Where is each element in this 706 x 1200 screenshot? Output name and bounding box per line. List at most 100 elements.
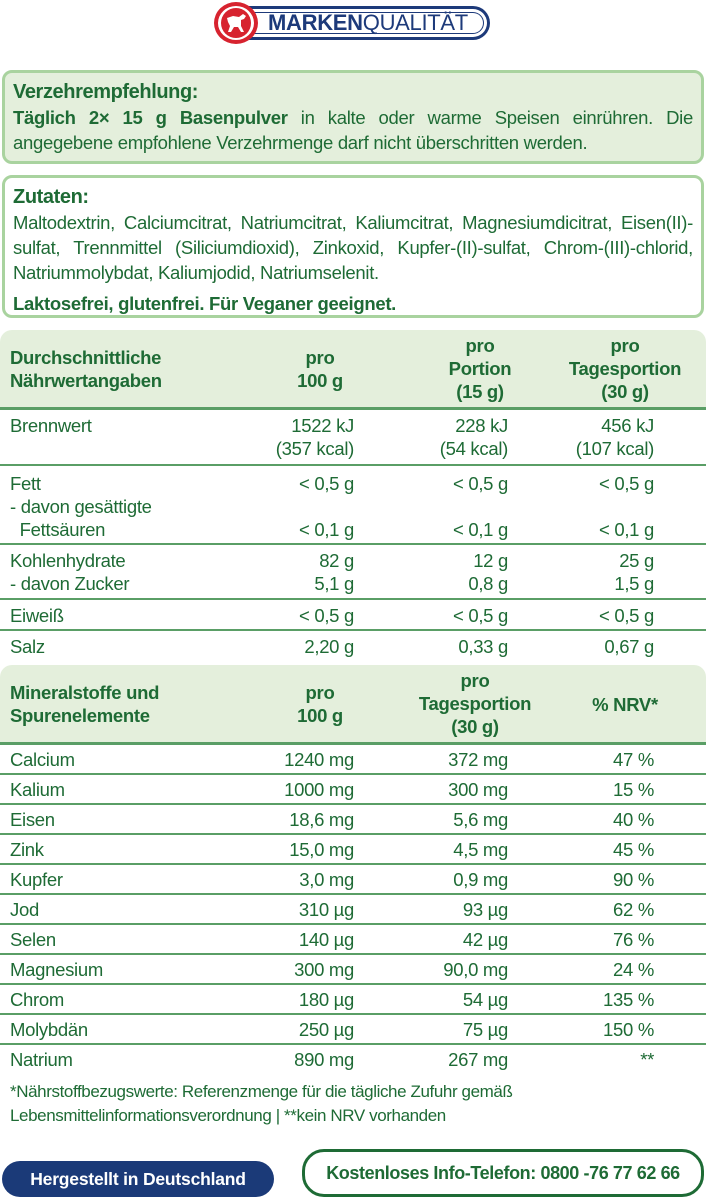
ingredients-list: Maltodextrin, Calciumcitrat, Natriumcitr…: [13, 212, 693, 283]
row-value-nrv: 24 %: [613, 959, 654, 980]
row-value-day: 93 µg: [462, 899, 508, 920]
table-row: Natrium 890 mg 267 mg **: [0, 1045, 706, 1075]
row-value-100g: 2,20 g: [304, 636, 354, 657]
row-label: Molybdän: [10, 1019, 88, 1040]
minerals-table-header: Mineralstoffe und Spurenelemente pro 100…: [0, 665, 706, 745]
footnote-line-1: *Nährstoffbezugswerte: Referenzmenge für…: [10, 1082, 513, 1101]
marken-qualitaet-logo: MARKEN QUALITÄT: [214, 2, 492, 44]
row-value-100g: 310 µg: [298, 899, 354, 920]
row-value-100g: < 0,5 g < 0,1 g: [299, 473, 354, 540]
row-value-portion: 12 g 0,8 g: [468, 550, 508, 594]
row-value-nrv: 47 %: [613, 749, 654, 770]
info-phone-badge: Kostenloses Info-Telefon: 0800 -76 77 62…: [302, 1149, 704, 1197]
made-in-germany-badge: Hergestellt in Deutschland: [2, 1161, 274, 1197]
row-value-day: < 0,5 g < 0,1 g: [599, 473, 654, 540]
table-row: Kalium 1000 mg 300 mg 15 %: [0, 775, 706, 805]
header-per-day: pro Tagesportion (30 g): [568, 335, 682, 402]
row-value-100g: 1240 mg: [284, 749, 354, 770]
row-value-100g: 1522 kJ (357 kcal): [275, 415, 355, 459]
row-value-day: 90,0 mg: [443, 959, 508, 980]
row-label: Natrium: [10, 1049, 73, 1070]
row-value-100g: 82 g 5,1 g: [314, 550, 354, 594]
nutrition-table-header: Durchschnittliche Nährwertangaben pro 10…: [0, 330, 706, 410]
row-value-day: 456 kJ (107 kcal): [575, 415, 655, 459]
logo-brand-bold: MARKEN: [268, 10, 363, 35]
row-value-portion: 228 kJ (54 kcal): [439, 415, 509, 459]
header-nrv: % NRV*: [592, 694, 658, 715]
row-value-100g: 250 µg: [298, 1019, 354, 1040]
row-value-nrv: 76 %: [613, 929, 654, 950]
row-label: Salz: [10, 636, 45, 657]
row-value-nrv: 40 %: [613, 809, 654, 830]
ingredients-box: Zutaten: Maltodextrin, Calciumcitrat, Na…: [2, 175, 704, 318]
row-value-portion: 0,33 g: [458, 636, 508, 657]
row-value-day: 42 µg: [462, 929, 508, 950]
table-row: Eisen 18,6 mg 5,6 mg 40 %: [0, 805, 706, 835]
row-label: Eiweiß: [10, 605, 64, 626]
row-value-nrv: **: [640, 1049, 654, 1070]
table-row: Brennwert 1522 kJ (357 kcal) 228 kJ (54 …: [0, 410, 706, 466]
recommendation-title: Verzehrempfehlung:: [13, 81, 199, 103]
dietary-claim: Laktosefrei, glutenfrei. Für Veganer gee…: [13, 293, 397, 314]
header-per-100g: pro 100 g: [297, 347, 343, 391]
nutrition-table: Durchschnittliche Nährwertangaben pro 10…: [0, 330, 706, 665]
row-value-nrv: 62 %: [613, 899, 654, 920]
table-row: Jod 310 µg 93 µg 62 %: [0, 895, 706, 925]
ingredients-title: Zutaten:: [13, 186, 89, 208]
table-row: Magnesium 300 mg 90,0 mg 24 %: [0, 955, 706, 985]
row-value-nrv: 150 %: [603, 1019, 654, 1040]
table-row: Molybdän 250 µg 75 µg 150 %: [0, 1015, 706, 1045]
recommendation-instructions: in kalte oder warme Speisen einrühren. D…: [13, 107, 693, 153]
row-label: Brennwert: [10, 415, 92, 436]
row-value-100g: < 0,5 g: [299, 605, 354, 626]
row-label: Kupfer: [10, 869, 63, 890]
recommendation-dosage: Täglich 2× 15 g Basenpulver: [13, 107, 288, 128]
row-value-portion: < 0,5 g < 0,1 g: [453, 473, 508, 540]
row-label: Fett - davon gesättigte Fettsäuren: [10, 473, 152, 540]
horse-emblem-icon: [214, 2, 258, 44]
footnote-line-2: Lebensmittelinformationsverordnung | **k…: [10, 1106, 446, 1125]
table-row: Selen 140 µg 42 µg 76 %: [0, 925, 706, 955]
row-value-100g: 18,6 mg: [289, 809, 354, 830]
table-row: Calcium 1240 mg 372 mg 47 %: [0, 745, 706, 775]
row-value-100g: 300 mg: [294, 959, 354, 980]
row-value-day: < 0,5 g: [599, 605, 654, 626]
row-value-day: 5,6 mg: [453, 809, 508, 830]
row-value-day: 0,67 g: [604, 636, 654, 657]
row-value-100g: 890 mg: [294, 1049, 354, 1070]
row-label: Calcium: [10, 749, 75, 770]
row-value-100g: 1000 mg: [284, 779, 354, 800]
row-value-day: 25 g 1,5 g: [614, 550, 654, 594]
row-value-day: 0,9 mg: [453, 869, 508, 890]
table-row: Zink 15,0 mg 4,5 mg 45 %: [0, 835, 706, 865]
recommendation-box: Verzehrempfehlung: Täglich 2× 15 g Basen…: [2, 70, 704, 164]
row-value-portion: < 0,5 g: [453, 605, 508, 626]
row-value-100g: 3,0 mg: [299, 869, 354, 890]
row-label: Chrom: [10, 989, 65, 1010]
row-label: Jod: [10, 899, 39, 920]
row-value-nrv: 90 %: [613, 869, 654, 890]
table-row: Eiweiß < 0,5 g < 0,5 g < 0,5 g: [0, 600, 706, 631]
nrv-footnote: *Nährstoffbezugswerte: Referenzmenge für…: [10, 1080, 513, 1128]
recommendation-text: Täglich 2× 15 g Basenpulver in kalte ode…: [13, 105, 693, 155]
row-value-100g: 140 µg: [298, 929, 354, 950]
table-row: Kupfer 3,0 mg 0,9 mg 90 %: [0, 865, 706, 895]
minerals-table: Mineralstoffe und Spurenelemente pro 100…: [0, 665, 706, 1075]
row-label: Zink: [10, 839, 44, 860]
row-value-day: 75 µg: [462, 1019, 508, 1040]
row-value-nrv: 15 %: [613, 779, 654, 800]
header-per-portion: pro Portion (15 g): [448, 335, 512, 402]
row-value-nrv: 135 %: [603, 989, 654, 1010]
row-label: Kalium: [10, 779, 65, 800]
row-value-day: 300 mg: [448, 779, 508, 800]
row-value-day: 372 mg: [448, 749, 508, 770]
row-value-nrv: 45 %: [613, 839, 654, 860]
logo-brand-light: QUALITÄT: [362, 10, 468, 35]
table-row: Fett - davon gesättigte Fettsäuren < 0,5…: [0, 466, 706, 545]
table-row: Chrom 180 µg 54 µg 135 %: [0, 985, 706, 1015]
row-value-day: 4,5 mg: [453, 839, 508, 860]
row-value-day: 54 µg: [462, 989, 508, 1010]
header-nutrition-label: Durchschnittliche Nährwertangaben: [10, 347, 162, 391]
row-value-100g: 180 µg: [298, 989, 354, 1010]
table-row: Salz 2,20 g 0,33 g 0,67 g: [0, 631, 706, 665]
